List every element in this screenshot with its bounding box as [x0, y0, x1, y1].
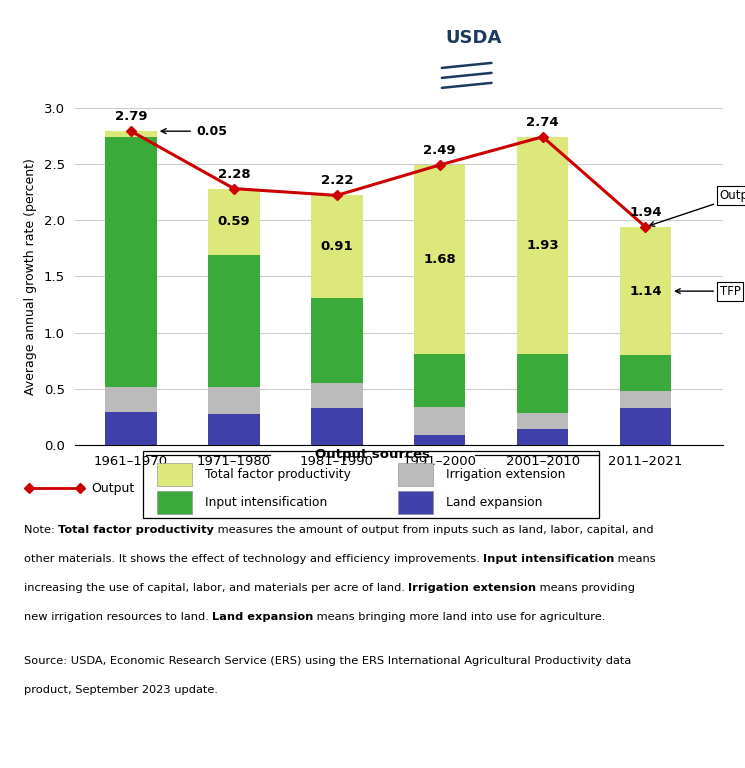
Text: U.S. DEPARTMENT OF AGRICULTURE: U.S. DEPARTMENT OF AGRICULTURE — [507, 62, 668, 71]
Text: other materials. It shows the effect of technology and efficiency improvements.: other materials. It shows the effect of … — [24, 554, 483, 564]
Text: 2.74: 2.74 — [526, 116, 559, 129]
Text: Output: Output — [92, 482, 135, 495]
Bar — [209, 414, 260, 445]
Text: Global agricultural output growth rate by: Global agricultural output growth rate b… — [24, 22, 412, 40]
Bar — [620, 227, 671, 356]
Text: means providing: means providing — [536, 583, 635, 593]
Text: Note:: Note: — [24, 525, 58, 535]
Text: Output sources: Output sources — [315, 449, 430, 461]
FancyBboxPatch shape — [157, 491, 192, 514]
Bar — [620, 356, 671, 392]
Text: product, September 2023 update.: product, September 2023 update. — [24, 685, 218, 695]
Text: 1.93: 1.93 — [526, 239, 559, 252]
Text: Total factor productivity: Total factor productivity — [206, 468, 351, 481]
Text: 0.91: 0.91 — [320, 240, 353, 253]
Bar — [517, 137, 568, 354]
Bar — [414, 435, 466, 445]
Text: Source: USDA, Economic Research Service (ERS) using the ERS International Agricu: Source: USDA, Economic Research Service … — [24, 656, 631, 666]
Bar — [105, 387, 156, 412]
Bar — [414, 165, 466, 354]
Bar — [311, 383, 363, 409]
Text: means: means — [615, 554, 656, 564]
Bar — [209, 189, 260, 255]
Bar — [620, 392, 671, 409]
Bar — [105, 137, 156, 387]
Text: Land expansion: Land expansion — [446, 496, 542, 508]
Text: increasing the use of capital, labor, and materials per acre of land.: increasing the use of capital, labor, an… — [24, 583, 408, 593]
Text: Output: Output — [650, 189, 745, 227]
Text: TFP: TFP — [676, 285, 741, 298]
Bar — [209, 387, 260, 414]
FancyBboxPatch shape — [398, 463, 433, 486]
Y-axis label: Average annual growth rate (percent): Average annual growth rate (percent) — [24, 158, 37, 395]
Text: 2.79: 2.79 — [115, 111, 148, 124]
FancyBboxPatch shape — [157, 463, 192, 486]
FancyBboxPatch shape — [398, 491, 433, 514]
Text: 1.94: 1.94 — [630, 206, 662, 219]
Bar — [517, 429, 568, 445]
Bar — [311, 409, 363, 445]
Bar — [105, 131, 156, 137]
Bar — [414, 354, 466, 407]
Text: 2.22: 2.22 — [320, 174, 353, 187]
Bar — [311, 298, 363, 383]
FancyBboxPatch shape — [438, 8, 493, 90]
Text: 0.59: 0.59 — [218, 215, 250, 228]
Text: 2.49: 2.49 — [423, 144, 456, 157]
Text: Economic Research Service: Economic Research Service — [507, 22, 712, 35]
Text: Irrigation extension: Irrigation extension — [446, 468, 565, 481]
Bar — [517, 412, 568, 429]
Text: measures the amount of output from inputs such as land, labor, capital, and: measures the amount of output from input… — [214, 525, 653, 535]
Text: means bringing more land into use for agriculture.: means bringing more land into use for ag… — [314, 612, 606, 622]
Text: Input intensification: Input intensification — [206, 496, 328, 508]
Bar — [620, 409, 671, 445]
Text: Irrigation extension: Irrigation extension — [408, 583, 536, 593]
Bar — [414, 407, 466, 435]
Text: Land expansion: Land expansion — [212, 612, 314, 622]
Text: source, 1961–2021: source, 1961–2021 — [24, 60, 199, 78]
Text: Total factor productivity: Total factor productivity — [58, 525, 214, 535]
Text: 1.68: 1.68 — [423, 253, 456, 266]
Text: 2.28: 2.28 — [218, 167, 250, 180]
Text: new irrigation resources to land.: new irrigation resources to land. — [24, 612, 212, 622]
Bar — [517, 354, 568, 412]
Text: USDA: USDA — [446, 29, 502, 47]
Text: 0.05: 0.05 — [161, 124, 227, 137]
Bar — [311, 195, 363, 298]
Text: Input intensification: Input intensification — [483, 554, 615, 564]
Bar — [209, 255, 260, 387]
Text: 1.14: 1.14 — [630, 285, 662, 298]
Bar — [105, 412, 156, 445]
